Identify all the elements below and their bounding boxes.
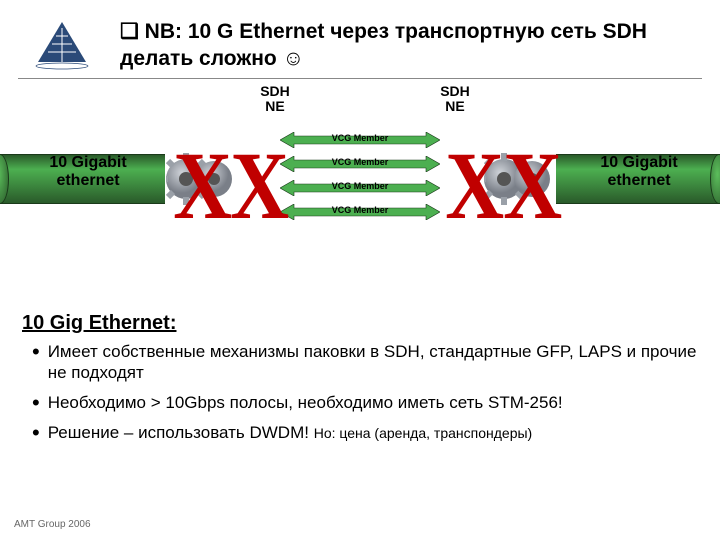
bullet-2: • Решение – использовать DWDM! Но: цена … [22,422,698,444]
title-text: NB: 10 G Ethernet через транспортную сет… [120,20,647,70]
sdh-left-label: SDH NE [245,84,305,115]
diagram: SDH NE SDH NE 10 Gigabit ethernet 10 Gig… [0,94,720,274]
vcg-lane: VCG Member [280,204,440,220]
x-2: X [230,148,289,225]
bullet-text-1: Необходимо > 10Gbps полосы, необходимо и… [48,392,563,414]
body-text: 10 Gig Ethernet: • Имеет собственные мех… [22,312,698,452]
vcg-text: VCG Member [280,181,440,191]
bullet-glyph: ❑ [120,20,145,43]
vcg-text: VCG Member [280,205,440,215]
title-underline [18,78,702,79]
footer: AMT Group 2006 [14,519,91,530]
vcg-lane: VCG Member [280,180,440,196]
bullet-2-tail: Но: цена (аренда, транспондеры) [314,425,533,441]
bullet-1: • Необходимо > 10Gbps полосы, необходимо… [22,392,698,414]
bullet-dot: • [32,392,40,414]
x-4: X [503,148,562,225]
subhead: 10 Gig Ethernet: [22,312,698,335]
title-row: ❑ NB: 10 G Ethernet через транспортную с… [0,18,720,73]
gig-right-label: 10 Gigabit ethernet [574,154,704,191]
sdh-right-label: SDH NE [425,84,485,115]
vcg-text: VCG Member [280,133,440,143]
gig-left-label: 10 Gigabit ethernet [28,154,148,191]
bullet-0: • Имеет собственные механизмы паковки в … [22,341,698,384]
x-1: X [173,148,232,225]
bullet-dot: • [32,341,40,384]
page-title: ❑ NB: 10 G Ethernet через транспортную с… [120,18,660,73]
vcg-text: VCG Member [280,157,440,167]
bullet-dot: • [32,422,40,444]
vcg-lane: VCG Member [280,156,440,172]
vcg-lane: VCG Member [280,132,440,148]
bullet-2-main: Решение – использовать DWDM! [48,423,314,442]
bullet-text-2: Решение – использовать DWDM! Но: цена (а… [48,422,533,444]
x-3: X [445,148,504,225]
bullet-text-0: Имеет собственные механизмы паковки в SD… [48,341,698,384]
